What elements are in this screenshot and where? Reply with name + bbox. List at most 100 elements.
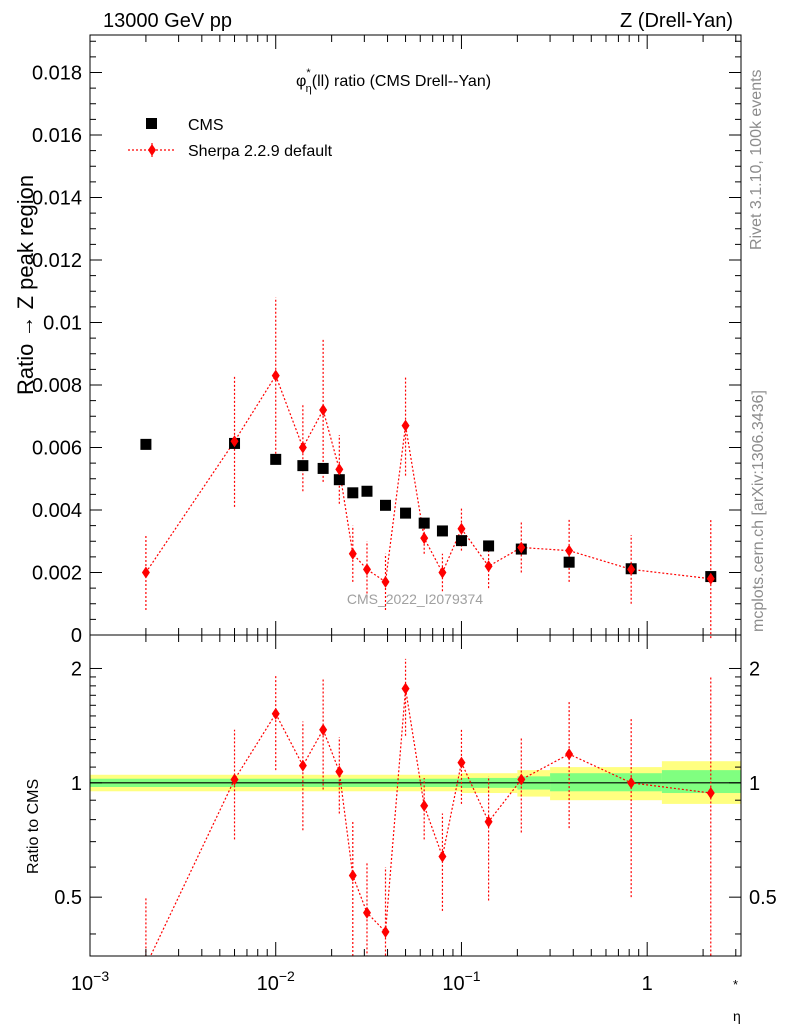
cms-data-point [380, 499, 392, 511]
ratio-y-tick-label-right: 0.5 [749, 887, 777, 909]
main-y-tick-label: 0.01 [43, 313, 82, 335]
ratio-mc-point [381, 925, 390, 938]
x-axis-label-sub: η [733, 1008, 741, 1024]
x-tick-base: 10 [71, 973, 93, 995]
ratio-x-tick-label: 10−1 [442, 968, 480, 995]
header-energy: 13000 GeV pp [103, 10, 232, 32]
mcplots-label: mcplots.cern.ch [arXiv:1306.3436] [750, 390, 767, 632]
mc-data-point [381, 575, 390, 588]
mc-data-point [627, 563, 636, 576]
plot-title-sub: η [306, 83, 312, 95]
ratio-panel-frame [89, 634, 742, 957]
ratio-mc-point [484, 815, 493, 828]
ratio-panel-axes: 10−3 10−2 10−1 10.5 0.51 12 2 [54, 635, 777, 995]
mc-data-point [298, 441, 307, 454]
x-tick-base: 1 [642, 973, 653, 995]
ratio-mc-point [401, 682, 410, 695]
ratio-panel-background [90, 761, 741, 804]
ratio-mc-point [457, 756, 466, 769]
ratio-mc-point [335, 765, 344, 778]
cms-data-point [297, 460, 309, 472]
cms-data-point [333, 474, 345, 486]
x-tick-base: 10 [442, 973, 464, 995]
legend-marker-sherpa [148, 144, 156, 156]
cms-data-point [317, 462, 329, 474]
ratio-x-tick-label: 10−2 [257, 968, 295, 995]
mc-data-point [484, 560, 493, 573]
legend-label-sherpa: Sherpa 2.2.9 default [188, 143, 333, 160]
x-tick-exponent: −1 [465, 968, 481, 984]
x-axis-label-sup: * [733, 977, 738, 992]
ratio-mc-point [565, 748, 574, 761]
ratio-mc-point [420, 799, 429, 812]
ratio-uncertainty-band-inner [661, 770, 741, 794]
mc-data-point [348, 547, 357, 560]
mc-data-point [271, 369, 280, 382]
plot-title: φ* η(ll) ratio (CMS Drell--Yan) [296, 67, 491, 95]
ratio-mc-point [298, 759, 307, 772]
x-tick-base: 10 [257, 973, 279, 995]
cms-data-point [483, 540, 495, 552]
ratio-mc-point [627, 776, 636, 789]
mc-data-point [362, 563, 371, 576]
x-tick-exponent: −3 [93, 968, 109, 984]
x-tick-exponent: −2 [279, 968, 295, 984]
ratio-mc-point [319, 723, 328, 736]
cms-data-point [361, 485, 373, 497]
main-y-tick-label: 0.016 [32, 125, 82, 147]
cms-data-point [400, 507, 412, 519]
legend: CMS Sherpa 2.2.9 default [128, 117, 333, 160]
ratio-mc-point [438, 850, 447, 863]
main-y-tick-label: 0.006 [32, 438, 82, 460]
ratio-mc-point [271, 707, 280, 720]
ratio-y-tick-label-right: 1 [749, 773, 760, 795]
ratio-y-tick-label: 1 [71, 773, 82, 795]
mc-data-point [230, 435, 239, 448]
main-y-tick-label: 0.018 [32, 63, 82, 85]
analysis-watermark: CMS_2022_I2079374 [347, 591, 483, 607]
ratio-y-tick-label: 2 [71, 658, 82, 680]
mc-data-point [517, 541, 526, 554]
mc-data-point [335, 463, 344, 476]
cms-data-point [270, 453, 282, 465]
ratio-mc-point [362, 906, 371, 919]
cms-data-point [347, 487, 359, 499]
plot-title-text: (ll) ratio (CMS Drell--Yan) [312, 73, 491, 90]
ratio-mc-point [230, 773, 239, 786]
legend-marker-cms [146, 118, 157, 129]
header-process: Z (Drell-Yan) [620, 10, 733, 32]
ratio-mc-point [517, 773, 526, 786]
mc-data-point [457, 522, 466, 535]
mc-data-point [420, 532, 429, 545]
main-y-tick-label: 0.014 [32, 188, 82, 210]
mc-series-line [145, 374, 711, 583]
ratio-mc-point [348, 869, 357, 882]
mc-data-point [438, 566, 447, 579]
main-y-tick-label: 0 [71, 625, 82, 647]
ratio-mc-line [149, 688, 711, 956]
mc-data-point [141, 566, 150, 579]
main-y-axis-label: Ratio → Z peak region [13, 175, 38, 395]
mc-data-point [319, 404, 328, 416]
cms-data-point [455, 535, 467, 547]
cms-data-point [140, 438, 152, 450]
ratio-y-tick-label: 0.5 [54, 887, 82, 909]
main-panel-axes: 0 0.002 0.004 0.006 0.008 0.01 0.012 0.014 0.016… [32, 35, 741, 647]
plot-title-sup: * [306, 67, 311, 79]
main-y-tick-label: 0.004 [32, 500, 82, 522]
rivet-label: Rivet 3.1.10, 100k events [748, 69, 765, 250]
ratio-x-tick-label: 10−3 [71, 968, 109, 995]
ratio-mc-point [142, 960, 150, 972]
mc-data-point [565, 544, 574, 557]
ratio-mc-point [706, 787, 715, 800]
ratio-panel-marks [142, 658, 715, 972]
main-panel-marks [140, 297, 717, 639]
mc-data-point [706, 572, 715, 585]
cms-data-point [563, 556, 575, 568]
cms-data-point [418, 517, 430, 529]
mc-data-point [401, 419, 410, 432]
cms-data-point [436, 525, 448, 537]
ratio-x-tick-label: 1 [642, 973, 653, 995]
ratio-y-tick-label-right: 2 [749, 658, 760, 680]
